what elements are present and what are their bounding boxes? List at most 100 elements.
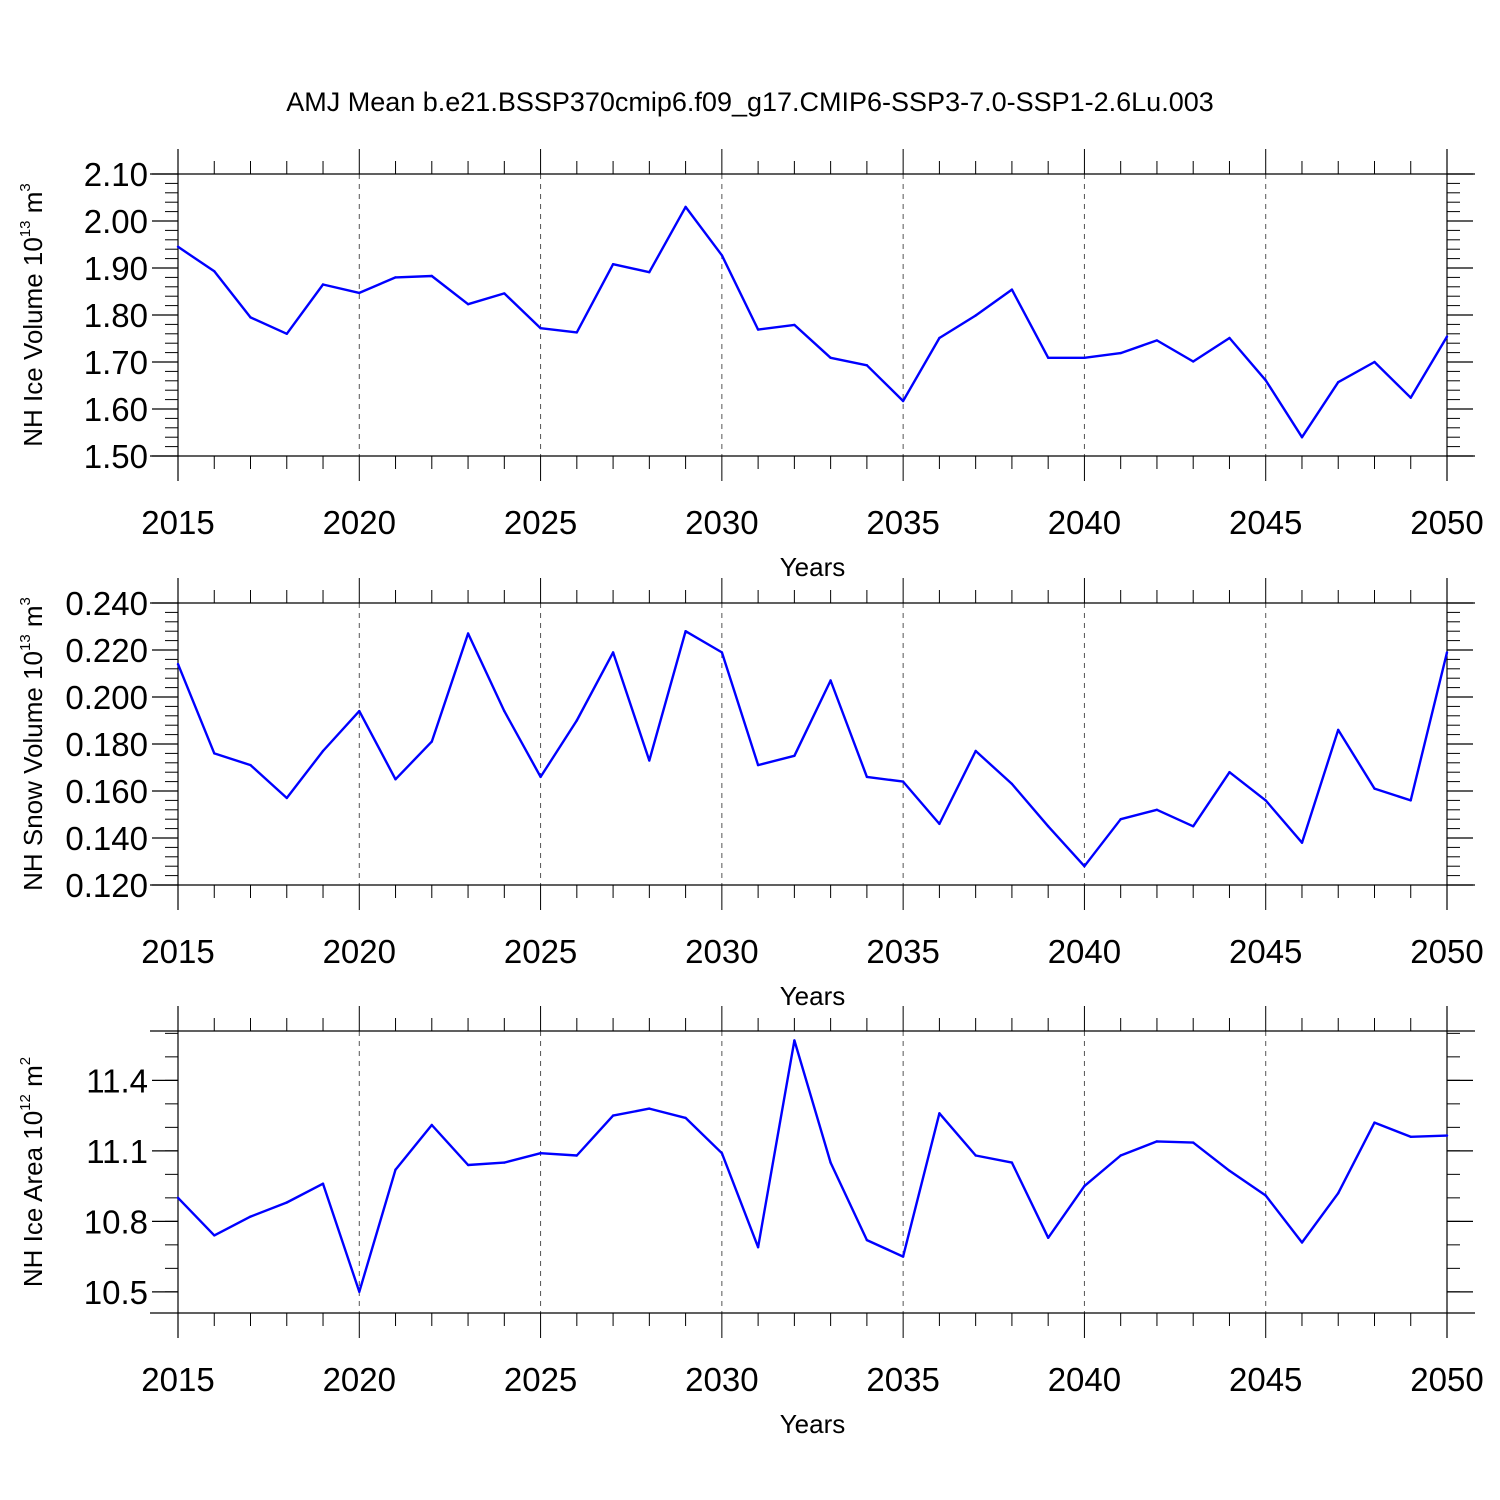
y-axis-label: NH Snow Volume 1013 m3 (17, 597, 48, 891)
data-point (285, 332, 288, 335)
x-tick-label: 2050 (1410, 1361, 1483, 1398)
x-tick-label: 2020 (323, 933, 396, 970)
data-point (829, 1161, 832, 1164)
data-point (1010, 1161, 1014, 1164)
data-point (611, 263, 615, 266)
y-tick-label: 0.240 (65, 585, 148, 622)
data-point (321, 749, 325, 753)
data-point (1337, 1192, 1340, 1195)
data-point (1119, 818, 1122, 821)
data-point (430, 740, 433, 743)
x-tick-label: 2050 (1410, 933, 1483, 970)
data-point (974, 1154, 977, 1157)
data-point (1264, 379, 1267, 382)
y-tick-label: 1.80 (84, 297, 148, 334)
data-point (1264, 1194, 1267, 1197)
y-axis-label: NH Ice Area 1012 m2 (17, 1057, 48, 1287)
y-tick-label: 11.4 (86, 1062, 148, 1099)
data-point (321, 1182, 325, 1185)
x-tick-label: 2030 (685, 1361, 758, 1398)
data-point (249, 316, 252, 319)
y-tick-label: 1.60 (84, 391, 148, 428)
data-point (793, 754, 796, 757)
data-point (176, 245, 180, 248)
x-tick-label: 2025 (504, 504, 577, 541)
y-tick-label: 10.8 (84, 1203, 148, 1240)
y-tick-label: 1.90 (84, 250, 148, 287)
data-point (539, 1152, 542, 1155)
data-point (1373, 360, 1376, 364)
y-tick-label: 1.50 (84, 438, 148, 475)
data-point (394, 778, 397, 781)
x-tick-label: 2050 (1410, 504, 1483, 541)
data-point (358, 1290, 361, 1294)
panel-ice-volume: 1.50 1.60 1.70 1.80 1.90 2.00 2.10 2015 2020 2025… (17, 149, 1484, 582)
x-tick-label: 2040 (1048, 504, 1121, 541)
data-point (938, 822, 941, 826)
data-point (1228, 336, 1231, 340)
data-point (1445, 335, 1449, 338)
data-point (793, 323, 796, 327)
data-point (865, 775, 869, 779)
x-tick-label: 2035 (866, 504, 939, 541)
data-point (684, 630, 687, 633)
data-point (648, 271, 651, 274)
data-point (1083, 356, 1086, 359)
data-point (285, 1201, 288, 1204)
y-axis-label-text: NH Ice Volume 10 (18, 237, 48, 447)
data-point (1264, 799, 1267, 802)
data-point (1155, 808, 1159, 811)
data-point (756, 1246, 760, 1249)
y-tick-label: 0.140 (65, 820, 148, 857)
data-point (611, 1114, 615, 1117)
data-point (249, 763, 252, 767)
x-tick-label: 2040 (1048, 933, 1121, 970)
data-point (1010, 288, 1014, 291)
data-point (1083, 1184, 1086, 1188)
data-point (1119, 1154, 1122, 1157)
data-point (358, 291, 361, 295)
data-point (1409, 396, 1412, 399)
y-tick-label: 0.120 (65, 867, 148, 904)
data-point (901, 399, 905, 403)
data-point (394, 1168, 397, 1171)
data-point (1047, 356, 1050, 359)
data-point (176, 662, 180, 666)
data-point (1409, 799, 1412, 802)
y-axis-label-unit-exponent: 2 (17, 1057, 34, 1065)
data-point (285, 796, 288, 800)
data-point (1445, 1134, 1449, 1137)
data-point (901, 1255, 905, 1258)
data-point (1300, 841, 1304, 844)
data-point (1192, 1141, 1195, 1144)
y-axis-label: NH Ice Volume 1013 m3 (17, 183, 48, 446)
data-point (1047, 1236, 1050, 1240)
y-tick-label: 0.200 (65, 679, 148, 716)
data-point (213, 270, 216, 273)
data-point (938, 1112, 941, 1115)
data-point (611, 651, 615, 654)
data-point (1155, 1140, 1159, 1143)
y-axis-label-unit: m (18, 1065, 48, 1094)
data-point (503, 1161, 506, 1164)
x-tick-label: 2025 (504, 1361, 577, 1398)
x-tick-label: 2035 (866, 933, 939, 970)
data-point (1228, 771, 1231, 774)
data-point (503, 292, 506, 295)
x-tick-label: 2040 (1048, 1361, 1121, 1398)
x-tick-label: 2020 (323, 504, 396, 541)
figure-title: AMJ Mean b.e21.BSSP370cmip6.f09_g17.CMIP… (286, 87, 1214, 117)
data-point (756, 328, 760, 331)
data-point (1192, 825, 1195, 828)
data-point (974, 749, 977, 753)
data-point (466, 303, 470, 306)
data-point (466, 632, 470, 635)
data-point (575, 1154, 578, 1157)
data-point (249, 1215, 252, 1218)
data-point (1373, 787, 1376, 790)
data-point (539, 327, 542, 330)
data-point (684, 205, 687, 209)
series-line-snow-volume (176, 630, 1449, 868)
y-tick-label: 11.1 (86, 1133, 148, 1170)
